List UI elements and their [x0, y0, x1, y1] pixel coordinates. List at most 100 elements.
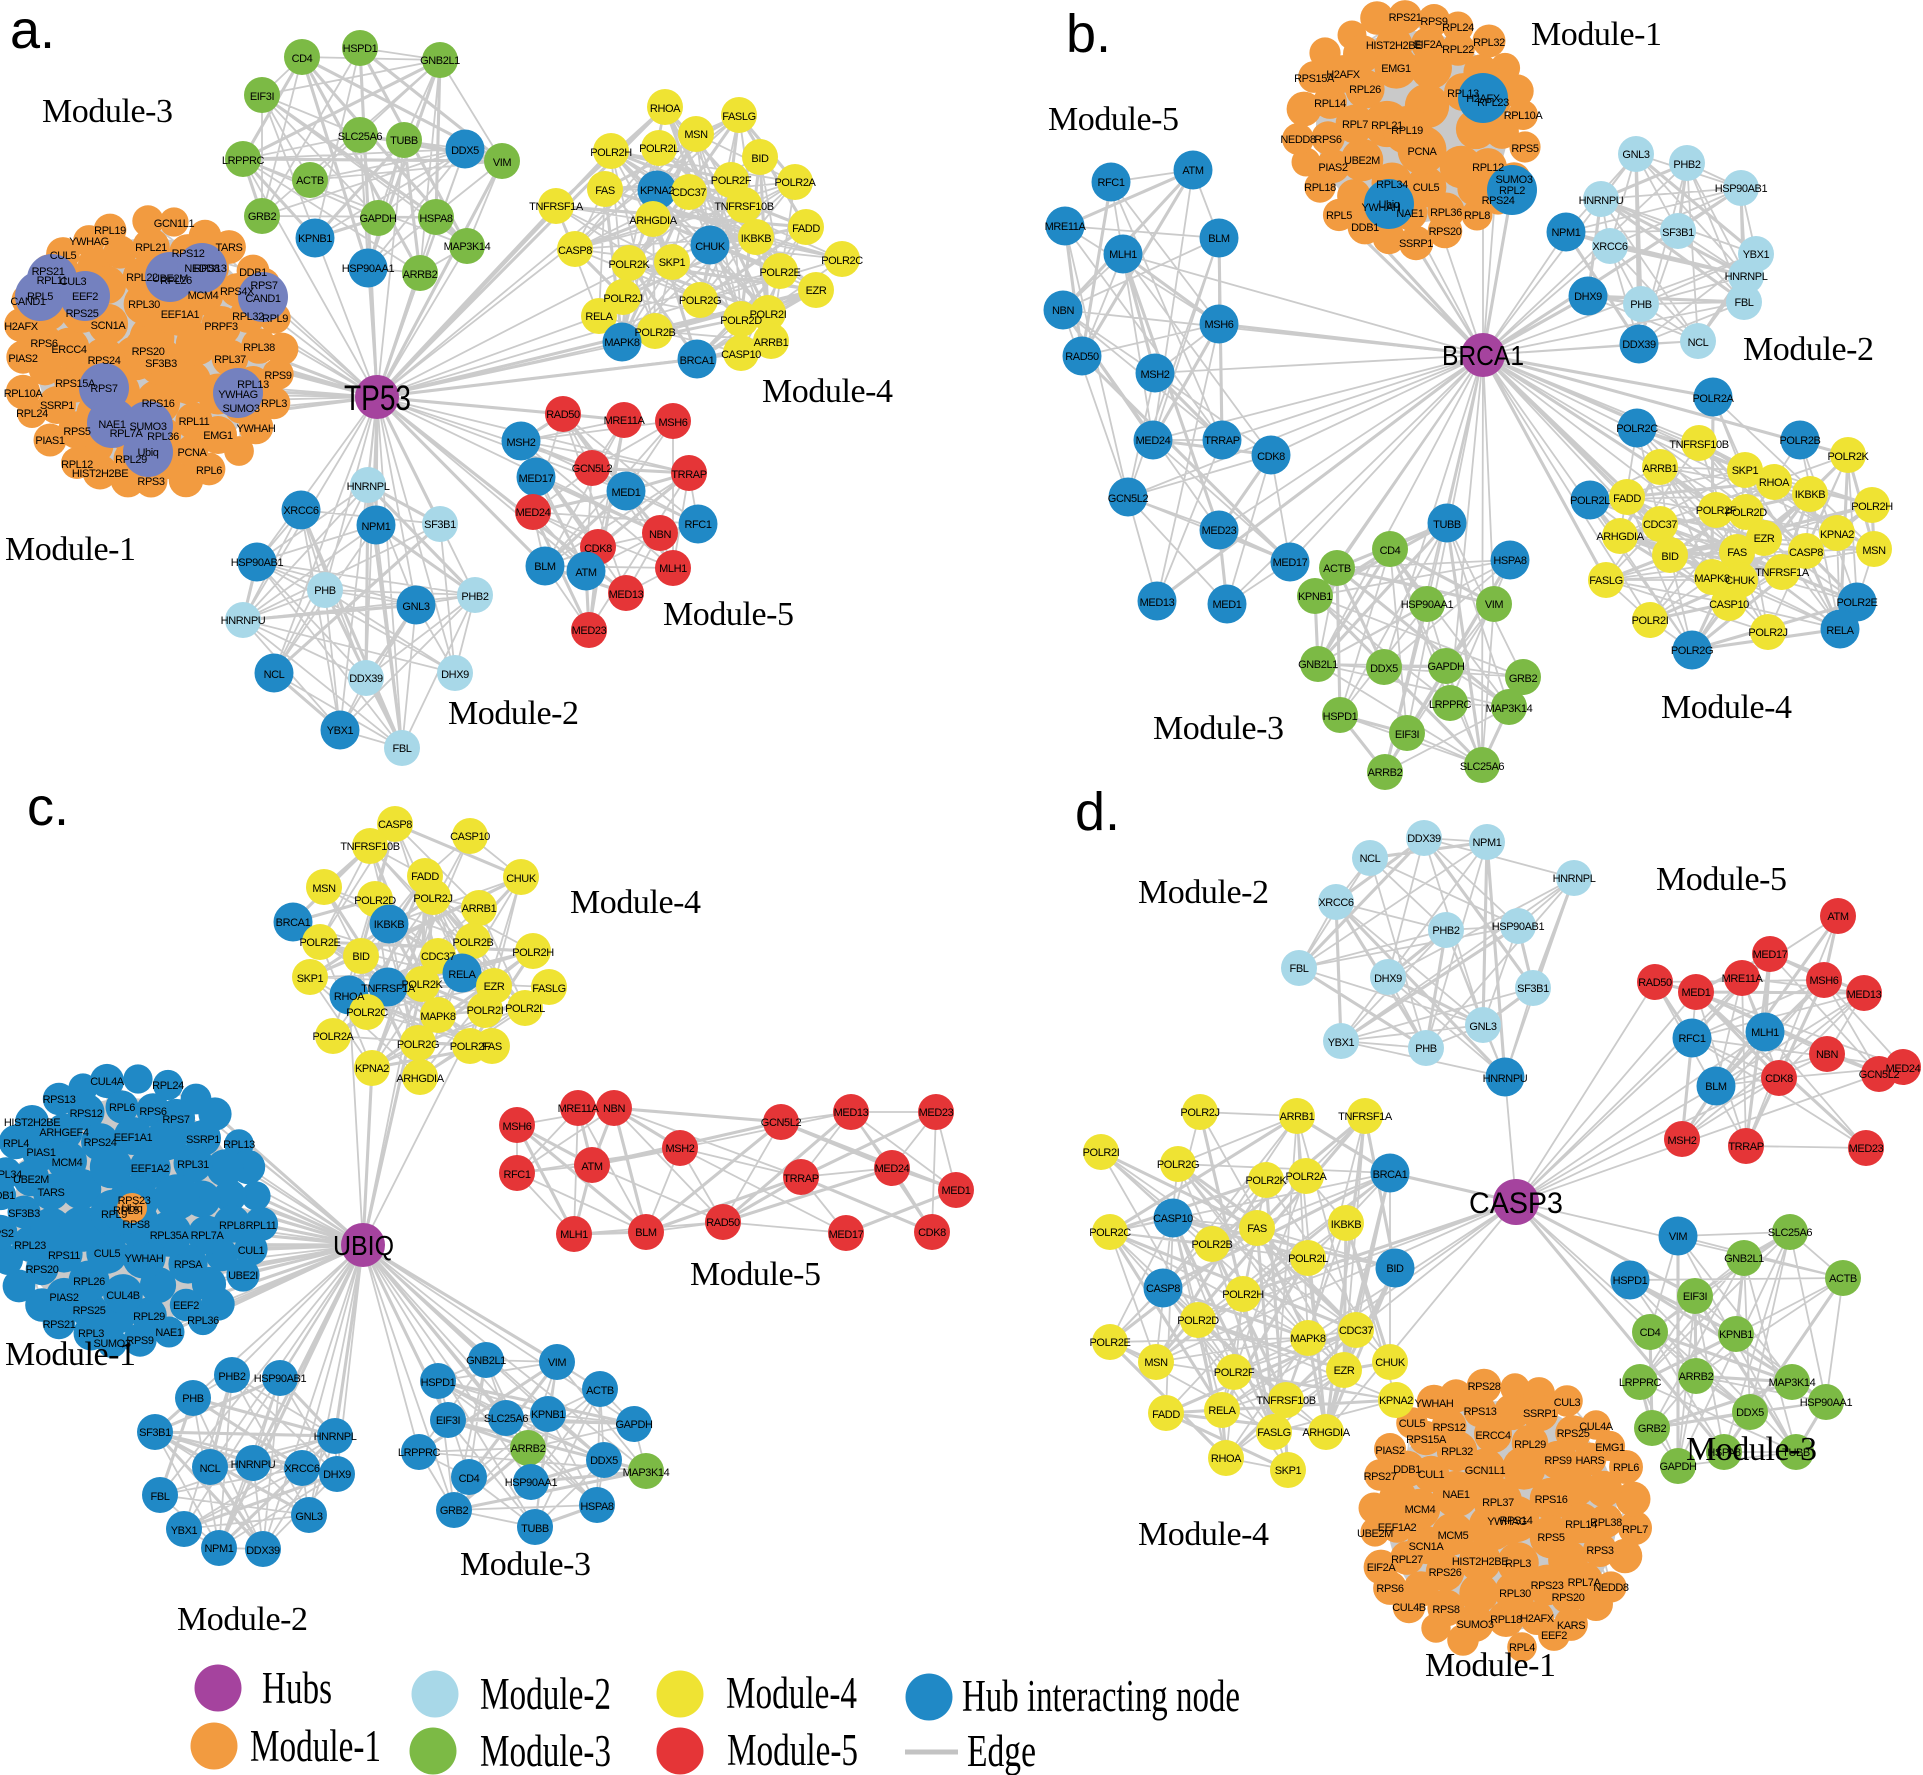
svg-text:RPL12: RPL12 — [1472, 162, 1504, 174]
svg-text:TUBB: TUBB — [1782, 1447, 1810, 1459]
svg-text:TUBB: TUBB — [390, 135, 418, 147]
svg-text:Module-4: Module-4 — [570, 884, 701, 921]
svg-text:ARHGDIA: ARHGDIA — [629, 215, 677, 227]
svg-text:RPL7A: RPL7A — [191, 1230, 225, 1242]
svg-text:BRCA1: BRCA1 — [1442, 340, 1524, 371]
svg-text:SKP1: SKP1 — [1275, 1465, 1302, 1477]
svg-text:HSP90AA1: HSP90AA1 — [1401, 599, 1454, 611]
svg-text:RPL34: RPL34 — [0, 1169, 22, 1181]
svg-text:MAPK8: MAPK8 — [604, 337, 640, 349]
svg-text:PIAS2: PIAS2 — [49, 1292, 78, 1304]
svg-text:LRPPRC: LRPPRC — [398, 1447, 441, 1459]
svg-text:RHOA: RHOA — [1211, 1453, 1242, 1465]
svg-text:b.: b. — [1066, 4, 1111, 64]
svg-text:MSH2: MSH2 — [1141, 369, 1170, 381]
svg-text:UBE2I: UBE2I — [228, 1270, 258, 1282]
svg-text:CUL1: CUL1 — [1418, 1469, 1445, 1481]
svg-text:TNFRSF10B: TNFRSF10B — [340, 841, 399, 853]
svg-text:EZR: EZR — [1334, 1365, 1355, 1377]
svg-text:RPL29: RPL29 — [133, 1311, 165, 1323]
svg-text:RPL23: RPL23 — [1477, 97, 1509, 109]
svg-text:Module-4: Module-4 — [726, 1668, 857, 1718]
svg-text:SUMO3: SUMO3 — [222, 403, 259, 415]
svg-text:POLR2L: POLR2L — [1570, 495, 1610, 507]
svg-text:RPS2: RPS2 — [0, 1228, 14, 1240]
svg-text:KPNB1: KPNB1 — [1298, 591, 1332, 603]
svg-text:POLR2C: POLR2C — [821, 255, 863, 267]
svg-text:POLR2A: POLR2A — [1285, 1171, 1327, 1183]
svg-text:BRCA1: BRCA1 — [276, 917, 311, 929]
svg-text:SF3B3: SF3B3 — [145, 358, 177, 370]
svg-text:RPL4: RPL4 — [3, 1138, 29, 1150]
svg-text:RPL7A: RPL7A — [1568, 1577, 1602, 1589]
svg-text:NAE1: NAE1 — [1442, 1489, 1469, 1501]
svg-text:RPS15A: RPS15A — [1294, 73, 1335, 85]
svg-text:PHB2: PHB2 — [1673, 159, 1700, 171]
svg-text:GNB2L1: GNB2L1 — [1298, 659, 1338, 671]
svg-text:CASP10: CASP10 — [1153, 1213, 1193, 1225]
svg-text:CDK8: CDK8 — [584, 543, 612, 555]
svg-text:MED23: MED23 — [1202, 525, 1237, 537]
svg-text:CDC37: CDC37 — [672, 187, 706, 199]
svg-text:FADD: FADD — [1613, 493, 1641, 505]
svg-text:RPL11: RPL11 — [246, 1220, 277, 1232]
svg-text:RPL13: RPL13 — [237, 379, 269, 391]
svg-text:Module-4: Module-4 — [762, 373, 893, 410]
svg-text:TARS: TARS — [38, 1187, 65, 1199]
svg-text:MED1: MED1 — [1682, 987, 1711, 999]
svg-text:FASLG: FASLG — [1589, 575, 1622, 587]
svg-text:RPS25: RPS25 — [1557, 1428, 1590, 1440]
svg-text:DDX39: DDX39 — [246, 1545, 280, 1557]
svg-text:RPSA: RPSA — [174, 1259, 203, 1271]
svg-text:POLR2B: POLR2B — [1191, 1239, 1232, 1251]
svg-text:GNB2L1: GNB2L1 — [1724, 1253, 1764, 1265]
svg-text:NPM1: NPM1 — [205, 1543, 234, 1555]
svg-text:HNRNPL: HNRNPL — [314, 1431, 357, 1443]
svg-text:NCL: NCL — [1360, 853, 1381, 865]
svg-text:H2AFX: H2AFX — [1466, 93, 1501, 105]
svg-text:Module-1: Module-1 — [5, 531, 136, 568]
svg-text:Module-5: Module-5 — [690, 1256, 821, 1293]
svg-text:MAPK8: MAPK8 — [1694, 573, 1730, 585]
svg-text:CUL4A: CUL4A — [90, 1076, 125, 1088]
svg-text:DDB1: DDB1 — [1393, 1464, 1421, 1476]
svg-text:RPL18: RPL18 — [1304, 182, 1336, 194]
svg-text:RPL5: RPL5 — [113, 1205, 139, 1217]
svg-text:POLR2H: POLR2H — [1222, 1289, 1264, 1301]
svg-text:RPS24: RPS24 — [84, 1137, 117, 1149]
svg-text:c.: c. — [27, 777, 69, 837]
svg-text:SSRP1: SSRP1 — [186, 1134, 220, 1146]
svg-text:CDC37: CDC37 — [1643, 519, 1677, 531]
svg-text:Module-4: Module-4 — [1138, 1516, 1269, 1553]
svg-text:RPS3: RPS3 — [1586, 1545, 1613, 1557]
svg-text:GAPDH: GAPDH — [615, 1419, 653, 1431]
svg-text:Module-1: Module-1 — [1425, 1647, 1556, 1684]
svg-text:RELA: RELA — [1826, 625, 1854, 637]
svg-text:RPS9: RPS9 — [1544, 1455, 1571, 1467]
svg-text:RPL9: RPL9 — [101, 1209, 127, 1221]
svg-text:DDX5: DDX5 — [590, 1455, 618, 1467]
svg-text:RPL24: RPL24 — [16, 408, 48, 420]
svg-text:Module-1: Module-1 — [5, 1336, 136, 1373]
svg-text:DDX39: DDX39 — [1407, 833, 1441, 845]
svg-text:HSPA8: HSPA8 — [1493, 555, 1527, 567]
svg-text:RPS20: RPS20 — [1429, 226, 1462, 238]
svg-text:Module-3: Module-3 — [42, 93, 173, 130]
svg-text:RPL31: RPL31 — [177, 1159, 209, 1171]
svg-text:EEF1A1: EEF1A1 — [161, 309, 200, 321]
svg-text:HSP90AB1: HSP90AB1 — [1492, 921, 1545, 933]
svg-text:DDB1: DDB1 — [1351, 222, 1379, 234]
svg-text:NAE1: NAE1 — [98, 419, 125, 431]
svg-text:RPL6: RPL6 — [196, 465, 222, 477]
svg-text:CAND1: CAND1 — [245, 293, 281, 305]
svg-text:UBIQ: UBIQ — [333, 1230, 394, 1261]
svg-text:RFC1: RFC1 — [1097, 177, 1124, 189]
svg-text:Hub interacting node: Hub interacting node — [962, 1671, 1240, 1721]
svg-text:Module-5: Module-5 — [1656, 861, 1787, 898]
svg-text:PHB2: PHB2 — [461, 591, 488, 603]
svg-text:RPL34: RPL34 — [1376, 179, 1408, 191]
svg-text:Module-2: Module-2 — [1138, 874, 1269, 911]
svg-text:POLR2I: POLR2I — [750, 309, 787, 321]
svg-text:YBX1: YBX1 — [327, 725, 354, 737]
svg-text:TNFRSF10B: TNFRSF10B — [1256, 1395, 1315, 1407]
